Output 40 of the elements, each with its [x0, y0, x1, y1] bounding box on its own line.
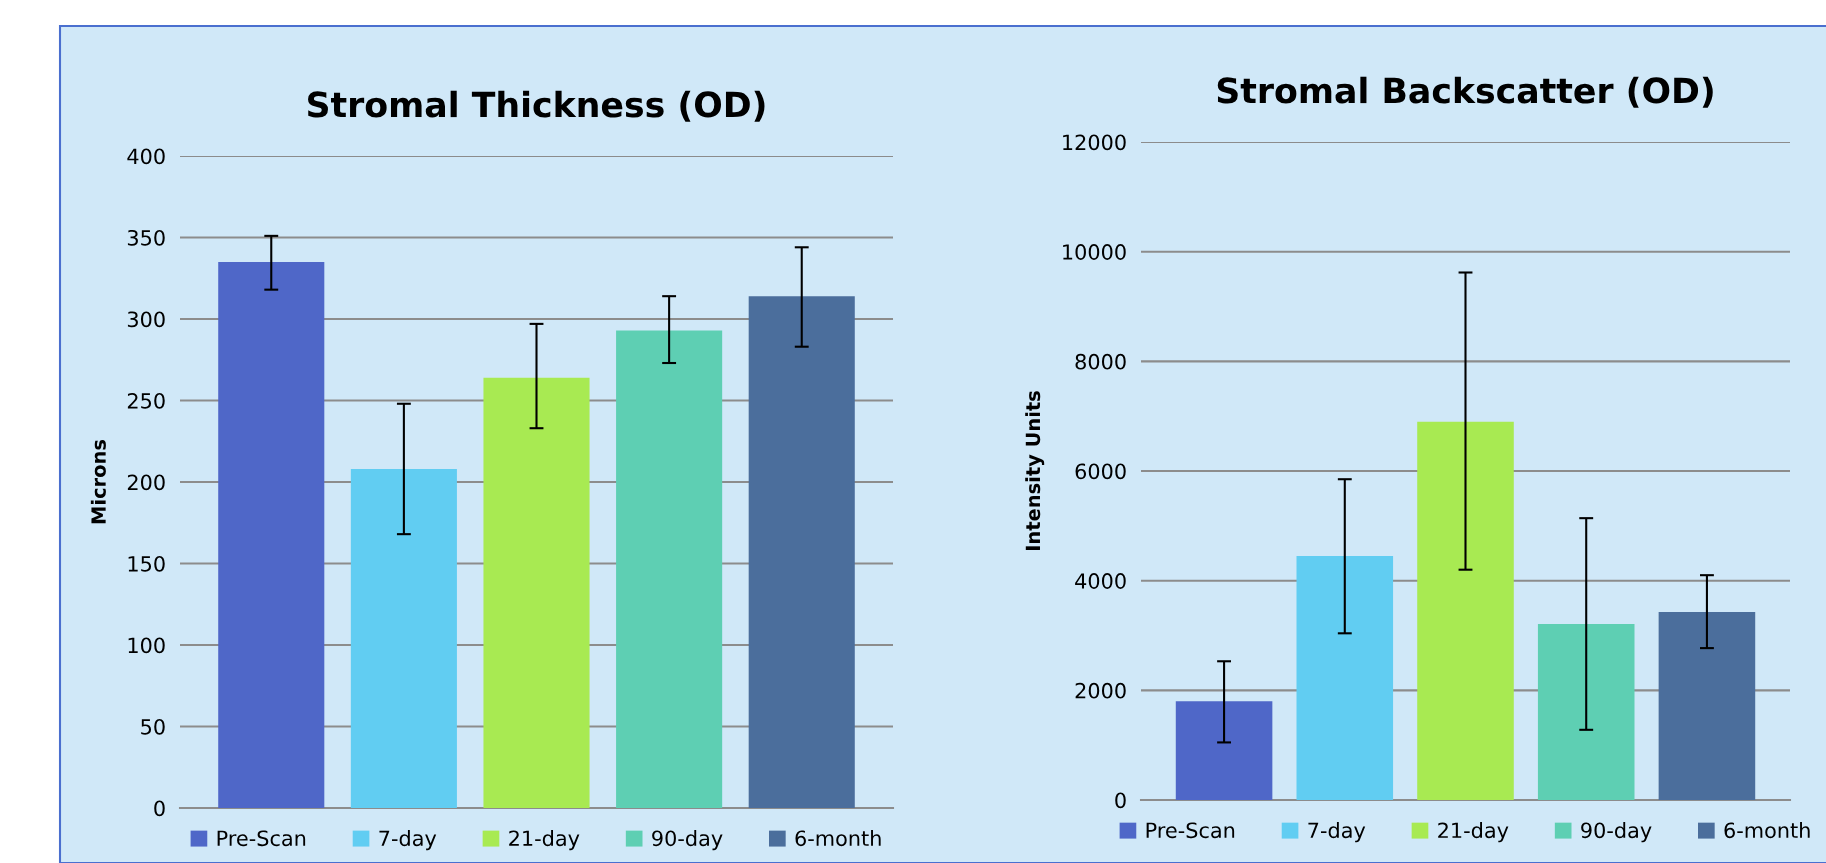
chart-title: Stromal Backscatter (OD)	[1217, 76, 1713, 108]
y-tick-label: 100	[128, 637, 165, 654]
bar	[483, 377, 590, 808]
bar	[1658, 611, 1756, 800]
bar	[1175, 701, 1273, 800]
legend-label: 90-day	[652, 830, 723, 851]
bar	[1417, 421, 1514, 800]
y-tick-label: 0	[1115, 792, 1126, 809]
bar	[748, 296, 855, 808]
y-tick-label: 8000	[1075, 353, 1126, 370]
legend-label: 21-day	[1438, 822, 1509, 843]
chart-title: Stromal Thickness (OD)	[308, 90, 765, 122]
y-tick-label: 150	[128, 555, 165, 572]
y-tick-label: 350	[127, 229, 165, 246]
y-tick-label: 2000	[1075, 682, 1126, 699]
bar	[218, 261, 325, 808]
legend-label: 21-day	[509, 830, 580, 851]
bar	[1537, 623, 1635, 800]
legend-label: 7-day	[1308, 822, 1366, 843]
legend-label: 6-month	[1724, 822, 1810, 839]
y-tick-label: 10000	[1063, 244, 1126, 260]
y-tick-label: 50	[141, 718, 165, 735]
y-tick-label: 4000	[1075, 573, 1126, 589]
legend-label: 90-day	[1581, 822, 1652, 843]
y-axis-title: Microns	[90, 439, 106, 524]
y-tick-label: 250	[127, 392, 165, 409]
bar	[350, 468, 457, 808]
y-tick-label: 200	[127, 474, 165, 491]
y-tick-label: 12000	[1063, 134, 1126, 151]
y-tick-label: 6000	[1075, 463, 1126, 480]
bar	[1296, 555, 1394, 800]
y-tick-label: 300	[127, 311, 165, 328]
legend-label: 7-day	[379, 830, 437, 851]
y-tick-label: 0	[154, 800, 165, 817]
y-tick-label: 400	[127, 148, 165, 165]
y-axis-title: Intensity Units	[1025, 391, 1045, 550]
legend-label: 6-month	[795, 830, 881, 847]
legend-label: Pre-Scan	[1146, 822, 1235, 839]
bar	[616, 330, 723, 808]
legend-label: Pre-Scan	[217, 830, 306, 847]
